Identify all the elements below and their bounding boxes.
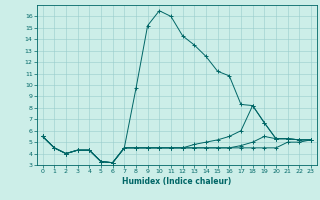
X-axis label: Humidex (Indice chaleur): Humidex (Indice chaleur) [122,177,231,186]
